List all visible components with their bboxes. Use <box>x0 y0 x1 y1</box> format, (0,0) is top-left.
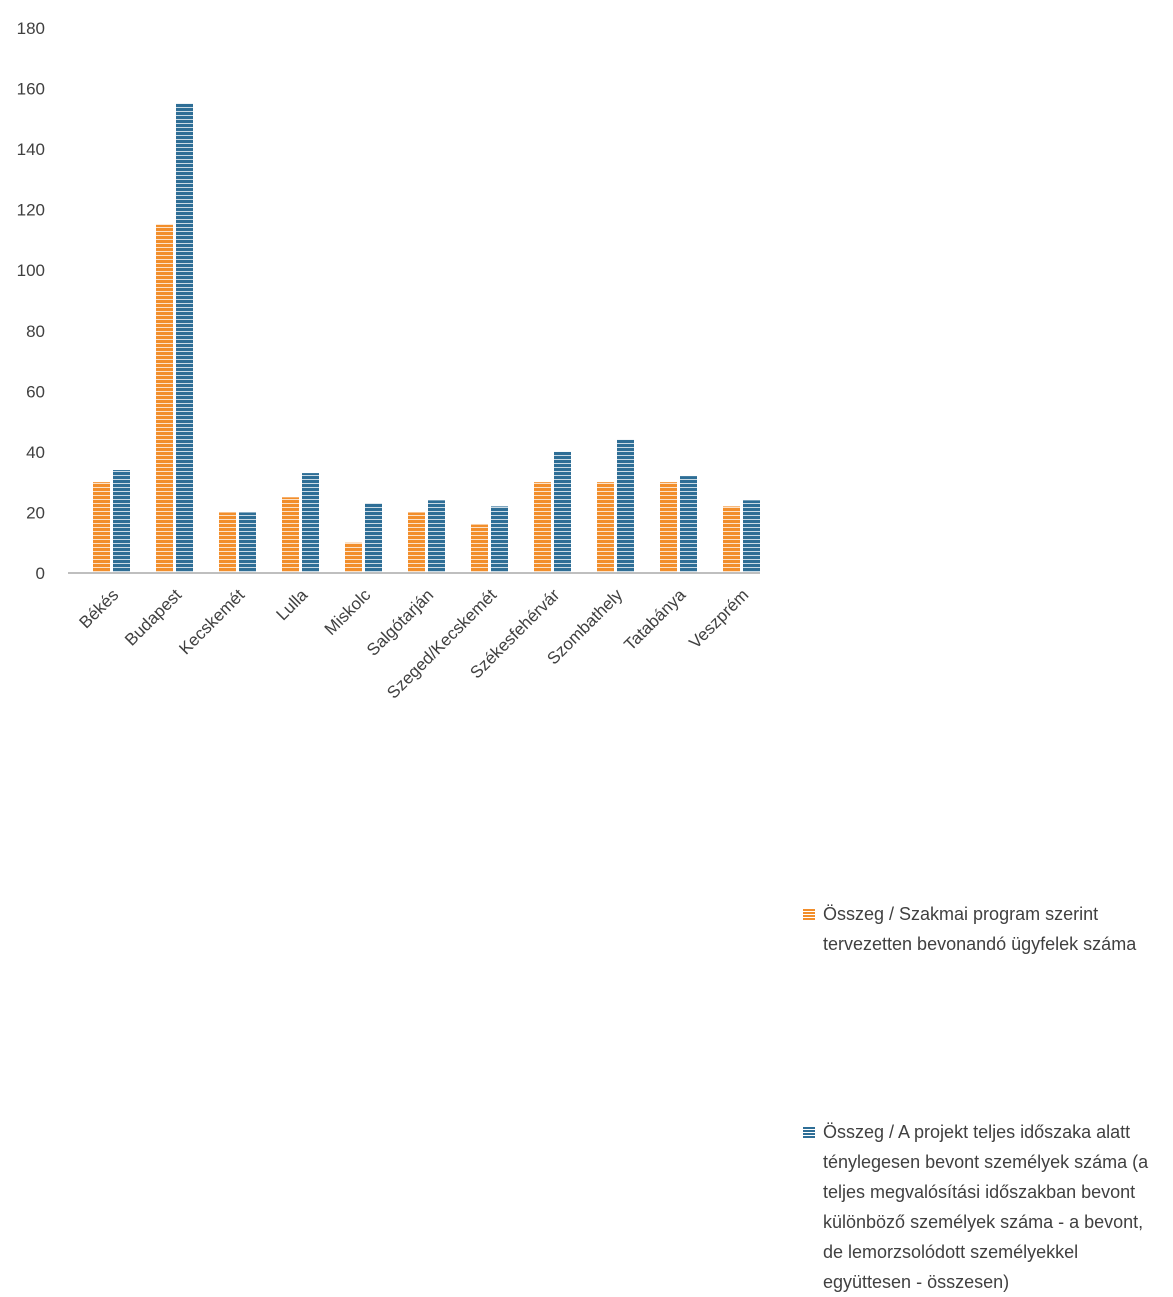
y-tick-label: 180 <box>17 19 45 38</box>
bar-series-1-0 <box>93 482 110 573</box>
bar-series-2-4 <box>365 503 382 573</box>
bar-series-2-10 <box>743 500 760 573</box>
bar-series-2-0 <box>113 470 130 573</box>
y-tick-label: 140 <box>17 140 45 159</box>
y-tick-label: 40 <box>26 443 45 462</box>
bar-series-2-6 <box>491 506 508 573</box>
x-tick-label: Veszprém <box>685 585 752 652</box>
y-tick-label: 60 <box>26 382 45 401</box>
bar-series-1-7 <box>534 482 551 573</box>
bar-series-1-10 <box>723 506 740 573</box>
y-tick-label: 160 <box>17 80 45 99</box>
y-tick-label: 0 <box>36 564 45 583</box>
x-tick-label: Szeged/Kecskemét <box>383 585 500 702</box>
bar-series-2-3 <box>302 473 319 573</box>
bar-series-1-5 <box>408 512 425 573</box>
chart-area: 0 20 40 60 80 100 120 140 160 180 Békés Budapest Ke… <box>17 19 1149 1292</box>
bar-series-2-1 <box>176 103 193 573</box>
legend-label-series-2: Összeg / A projekt teljes időszaka alatt… <box>823 1122 1149 1292</box>
bar-series-2-7 <box>554 451 571 573</box>
bar-series-1-1 <box>156 224 173 574</box>
x-tick-label: Miskolc <box>321 585 375 639</box>
bars <box>93 103 760 574</box>
y-tick-label: 120 <box>17 201 45 220</box>
x-tick-label: Lulla <box>272 585 311 624</box>
bar-series-1-8 <box>597 482 614 573</box>
bar-series-2-9 <box>680 476 697 573</box>
legend-swatch-series-1 <box>803 909 815 921</box>
x-tick-label: Tatabánya <box>620 585 689 654</box>
bar-series-1-9 <box>660 482 677 573</box>
x-tick-label: Kecskemét <box>175 585 248 658</box>
legend-swatch-series-2 <box>803 1127 815 1139</box>
bar-series-1-6 <box>471 524 488 573</box>
bar-series-1-3 <box>282 497 299 573</box>
y-tick-label: 100 <box>17 261 45 280</box>
bar-series-2-5 <box>428 500 445 573</box>
y-tick-label: 80 <box>26 322 45 341</box>
y-tick-label: 20 <box>26 503 45 522</box>
bar-series-2-2 <box>239 512 256 573</box>
bar-series-1-4 <box>345 542 362 573</box>
legend-label-series-1: Összeg / Szakmai program szerint terveze… <box>823 904 1137 954</box>
y-axis: 0 20 40 60 80 100 120 140 160 180 <box>17 19 45 583</box>
x-tick-label: Budapest <box>121 585 185 649</box>
bar-series-2-8 <box>617 439 634 573</box>
x-tick-label: Békés <box>75 585 122 632</box>
bar-series-1-2 <box>219 512 236 573</box>
bar-chart: 0 20 40 60 80 100 120 140 160 180 BékésBudapestKe… <box>17 19 760 702</box>
